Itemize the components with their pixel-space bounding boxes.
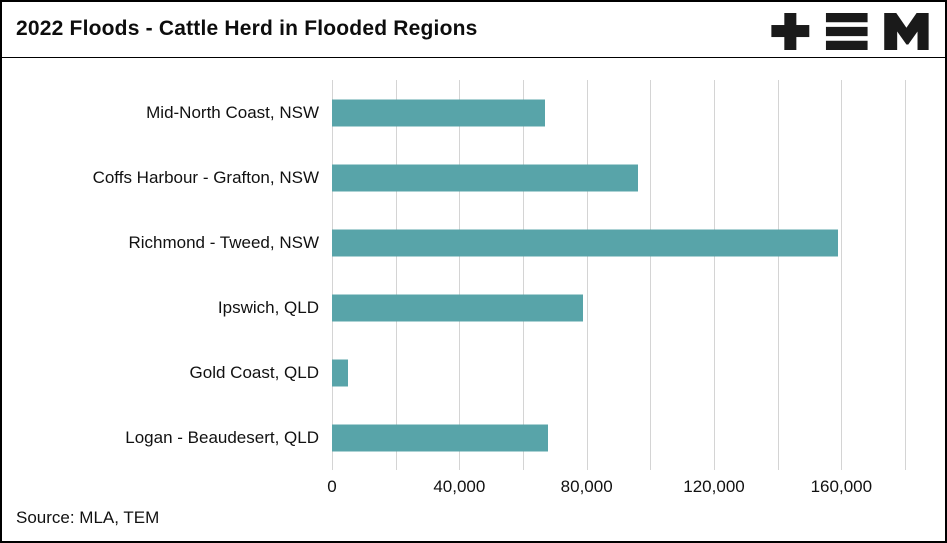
category-label: Richmond - Tweed, NSW: [128, 232, 319, 252]
bar-chart: Mid-North Coast, NSW Coffs Harbour - Graf…: [2, 58, 945, 506]
chart-row: Richmond - Tweed, NSW: [2, 210, 945, 275]
category-label: Logan - Beaudesert, QLD: [125, 427, 319, 447]
bar-track: [332, 145, 905, 210]
bar-track: [332, 275, 905, 340]
x-tick-label: 160,000: [810, 477, 873, 496]
chart-row: Ipswich, QLD: [2, 275, 945, 340]
gridline: [523, 80, 524, 470]
chart-row: Logan - Beaudesert, QLD: [2, 405, 945, 470]
bar-track: [332, 80, 905, 145]
gridline: [841, 80, 843, 470]
x-tick-label: 120,000: [683, 477, 745, 496]
gridline: [459, 80, 461, 470]
bar-track: [332, 210, 905, 275]
tem-logo: [771, 13, 929, 50]
plot-area: Mid-North Coast, NSW Coffs Harbour - Graf…: [2, 80, 945, 470]
source-note: Source: MLA, TEM: [16, 508, 160, 527]
gridline: [332, 80, 333, 470]
bar: [332, 424, 549, 451]
category-label: Ipswich, QLD: [217, 297, 319, 317]
gridline: [714, 80, 715, 470]
gridline: [777, 80, 779, 470]
chart-row: Gold Coast, QLD: [2, 340, 945, 405]
bar-track: [332, 405, 905, 470]
m-glyph: [884, 13, 929, 50]
header: 2022 Floods - Cattle Herd in Flooded Reg…: [2, 2, 945, 58]
bar: [332, 229, 839, 256]
category-label: Coffs Harbour - Grafton, NSW: [92, 167, 319, 187]
bar: [332, 99, 546, 126]
x-tick-label: 40,000: [433, 477, 486, 496]
x-axis-ticks: 0 40,000 80,000 120,000 160,000: [327, 470, 905, 506]
gridline: [586, 80, 588, 470]
bar: [332, 359, 348, 386]
x-tick-label: 80,000: [560, 477, 613, 496]
chart-row: Mid-North Coast, NSW: [2, 80, 945, 145]
category-label: Gold Coast, QLD: [189, 362, 319, 382]
footer: Source: MLA, TEM: [2, 506, 945, 541]
bar: [332, 294, 584, 321]
category-label: Mid-North Coast, NSW: [146, 102, 319, 122]
bar-track: [332, 340, 905, 405]
x-tick-label: 0: [327, 477, 337, 496]
gridlines: [332, 80, 906, 470]
chart-row: Coffs Harbour - Grafton, NSW: [2, 145, 945, 210]
page-title: 2022 Floods - Cattle Herd in Flooded Reg…: [16, 17, 478, 40]
plus-icon: [771, 13, 810, 50]
triple-bar-icon: [825, 13, 868, 50]
gridline: [905, 80, 906, 470]
chart-rows: Mid-North Coast, NSW Coffs Harbour - Graf…: [2, 80, 945, 470]
gridline: [650, 80, 652, 470]
bar: [332, 164, 638, 191]
gridline: [395, 80, 397, 470]
